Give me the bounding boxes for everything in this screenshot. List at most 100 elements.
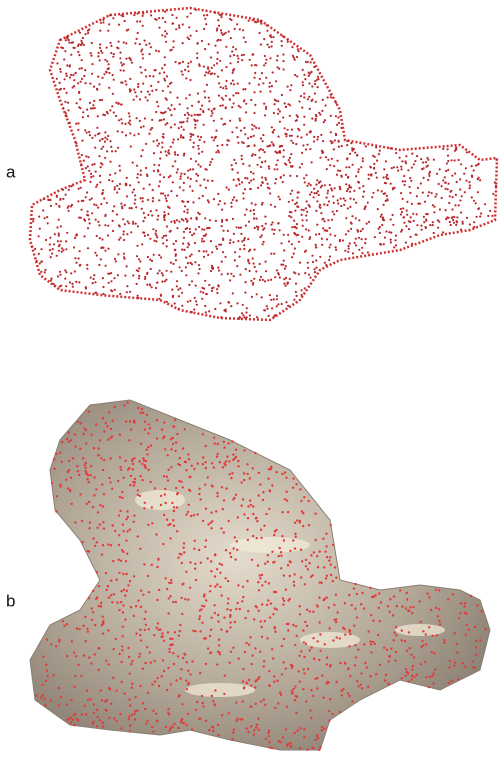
point xyxy=(271,126,273,128)
point xyxy=(433,211,435,213)
point xyxy=(180,134,182,136)
point xyxy=(308,183,310,185)
point xyxy=(38,253,40,255)
point xyxy=(246,580,248,582)
point xyxy=(150,129,152,131)
point xyxy=(177,138,179,140)
point xyxy=(245,41,247,43)
point xyxy=(460,211,462,213)
point xyxy=(65,73,67,75)
point xyxy=(222,98,224,100)
point xyxy=(198,488,200,490)
point xyxy=(329,556,331,558)
point xyxy=(386,195,388,197)
point xyxy=(166,270,168,272)
point xyxy=(220,244,222,246)
point xyxy=(80,40,82,42)
point xyxy=(303,668,305,670)
point xyxy=(127,647,129,649)
point xyxy=(131,687,133,689)
point xyxy=(183,249,185,251)
point xyxy=(283,260,285,262)
point xyxy=(270,253,272,255)
point xyxy=(247,517,249,519)
point xyxy=(108,717,110,719)
point xyxy=(460,163,462,165)
point xyxy=(133,14,135,16)
point xyxy=(265,738,267,740)
point xyxy=(262,182,264,184)
point xyxy=(38,216,40,218)
point xyxy=(96,235,98,237)
point xyxy=(191,105,193,107)
point xyxy=(182,189,184,191)
point xyxy=(250,725,252,727)
point xyxy=(165,41,167,43)
point xyxy=(271,747,273,749)
point xyxy=(122,15,124,17)
point xyxy=(166,519,168,521)
point xyxy=(349,630,351,632)
point xyxy=(212,730,214,732)
point xyxy=(102,521,104,523)
point xyxy=(204,48,206,50)
point xyxy=(176,219,178,221)
point xyxy=(255,218,257,220)
point xyxy=(345,217,347,219)
point xyxy=(416,155,418,157)
point xyxy=(454,632,456,634)
point xyxy=(85,442,87,444)
point xyxy=(315,234,317,236)
point xyxy=(298,100,300,102)
point xyxy=(360,684,362,686)
point xyxy=(98,585,100,587)
point xyxy=(236,720,238,722)
point xyxy=(332,639,334,641)
point xyxy=(158,164,160,166)
point xyxy=(252,654,254,656)
point xyxy=(256,316,258,318)
point xyxy=(280,694,282,696)
point xyxy=(108,282,110,284)
point xyxy=(329,164,331,166)
point xyxy=(193,142,195,144)
point xyxy=(299,520,301,522)
point xyxy=(309,108,311,110)
point xyxy=(252,283,254,285)
point xyxy=(121,206,123,208)
point xyxy=(465,624,467,626)
point xyxy=(374,156,376,158)
point xyxy=(201,151,203,153)
point xyxy=(104,114,106,116)
point xyxy=(254,680,256,682)
point xyxy=(390,183,392,185)
point xyxy=(150,661,152,663)
point xyxy=(123,239,125,241)
point xyxy=(164,280,166,282)
point xyxy=(350,186,352,188)
point xyxy=(239,106,241,108)
point xyxy=(125,460,127,462)
point xyxy=(65,248,67,250)
point xyxy=(164,488,166,490)
point xyxy=(208,70,210,72)
point xyxy=(263,665,265,667)
point xyxy=(260,20,262,22)
point xyxy=(241,59,243,61)
point xyxy=(365,238,367,240)
point xyxy=(190,12,192,14)
point xyxy=(248,182,250,184)
point xyxy=(393,595,395,597)
point xyxy=(395,634,397,636)
point xyxy=(447,598,449,600)
point xyxy=(416,674,418,676)
point xyxy=(44,704,46,706)
point xyxy=(466,151,468,153)
point xyxy=(237,136,239,138)
point xyxy=(286,706,288,708)
point xyxy=(147,199,149,201)
point xyxy=(211,462,213,464)
point xyxy=(195,300,197,302)
point xyxy=(267,732,269,734)
point xyxy=(158,143,160,145)
